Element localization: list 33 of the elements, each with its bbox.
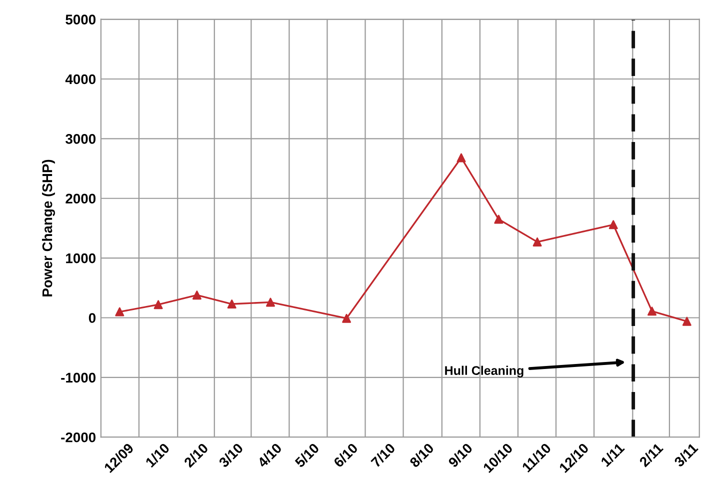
point	[608, 220, 618, 230]
point	[342, 314, 352, 323]
x-tick-label: 1/11	[600, 442, 626, 468]
y-tick-label: 4000	[65, 74, 96, 84]
point	[456, 153, 466, 162]
x-tick-label: 5/10	[294, 442, 320, 468]
x-tick-label: 8/10	[408, 442, 434, 468]
annotation: Hull Cleaning	[445, 366, 524, 378]
y-tick-label: 5000	[66, 14, 96, 24]
point	[227, 300, 236, 309]
y-tick-label: -2000	[61, 432, 96, 442]
x-tick-label: 1/10	[144, 442, 170, 468]
x-tick-label: 7/10	[370, 442, 396, 468]
point	[647, 306, 656, 316]
point	[266, 298, 275, 307]
point	[115, 307, 124, 316]
y-tick-label: 1000	[66, 253, 96, 264]
y-tick-label: 2000	[66, 194, 96, 204]
x-tick-label: 9/10	[447, 442, 474, 468]
point	[154, 300, 163, 310]
point	[682, 316, 692, 326]
y-tick-label: 3000	[66, 134, 96, 144]
y-tick-label: 0	[88, 313, 96, 323]
point	[494, 214, 504, 224]
x-tick-label: 3/10	[218, 442, 244, 468]
point	[532, 237, 542, 246]
point	[192, 290, 202, 300]
x-tick-label: 3/11	[673, 442, 699, 468]
y-axis-title: Power Change (SHP)	[42, 160, 56, 296]
x-tick-label: 4/10	[256, 442, 282, 468]
x-tick-label: 2/11	[638, 442, 664, 468]
x-tick-label: 6/10	[332, 442, 358, 468]
y-tick-label: -1000	[61, 372, 96, 383]
